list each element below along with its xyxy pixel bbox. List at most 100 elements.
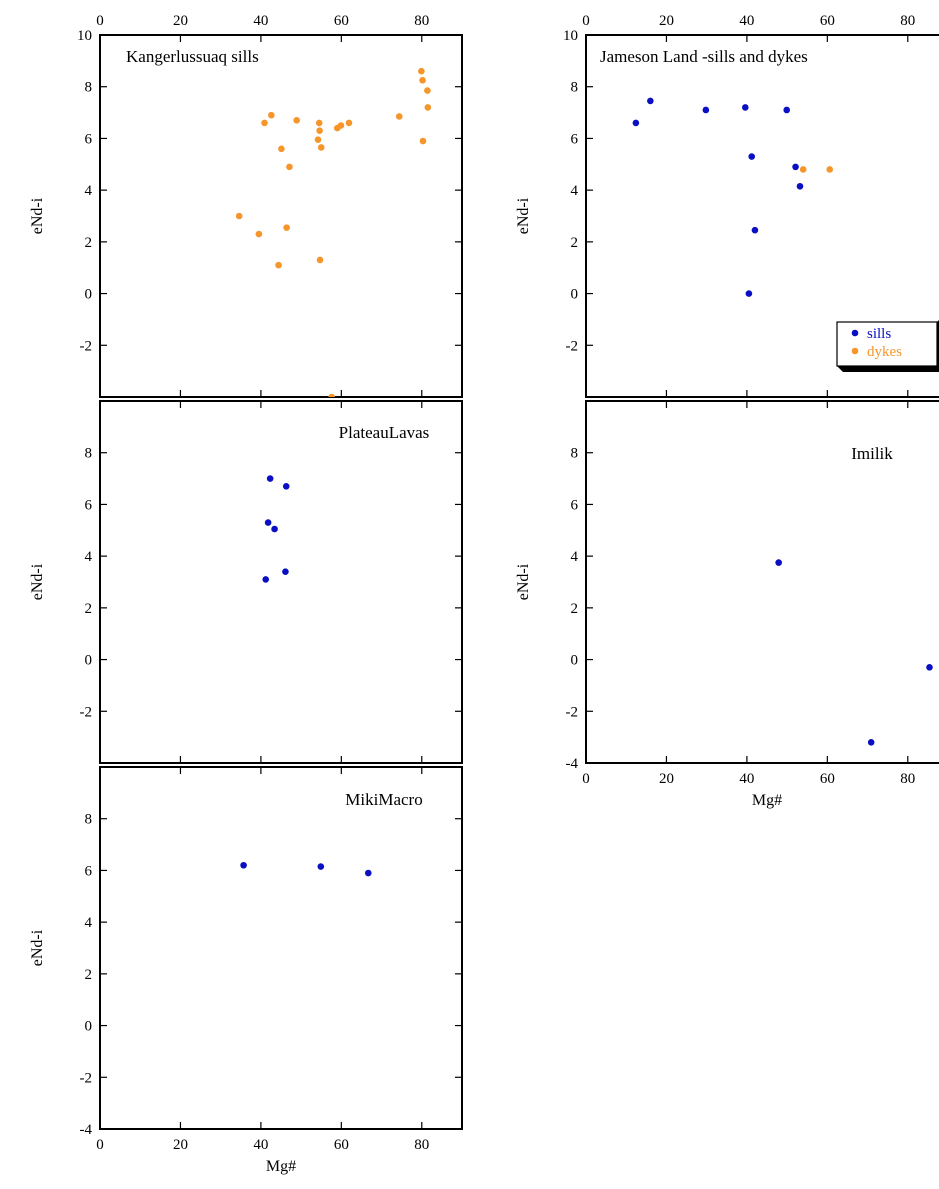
x-axis-label: Mg# — [266, 1158, 296, 1175]
x-tick-label: 0 — [582, 771, 590, 787]
panel-title: Kangerlussuaq sills — [126, 47, 259, 66]
legend-marker-sills — [851, 329, 859, 337]
data-point — [424, 87, 431, 94]
legend-label-dykes: dykes — [867, 344, 902, 360]
y-tick-label: 2 — [571, 601, 579, 617]
x-tick-label: 20 — [173, 13, 188, 29]
data-point — [264, 519, 272, 526]
data-point — [282, 483, 290, 490]
data-point — [275, 261, 282, 269]
panel-title: Imilik — [851, 444, 893, 463]
y-tick-label: 2 — [85, 601, 93, 617]
x-tick-label: 80 — [900, 771, 915, 787]
x-tick-label: 80 — [414, 1137, 429, 1153]
y-axis-label: eNd-i — [515, 197, 532, 234]
data-point — [783, 106, 791, 114]
data-point — [286, 163, 293, 171]
data-point — [261, 119, 268, 127]
data-point — [328, 393, 335, 397]
legend-marker-dykes — [851, 347, 859, 355]
y-tick-label: 2 — [85, 967, 93, 983]
y-tick-label: 8 — [85, 446, 93, 462]
y-tick-label: 6 — [571, 497, 579, 513]
data-point — [266, 475, 274, 482]
y-tick-label: 0 — [85, 1019, 93, 1035]
y-tick-label: 4 — [571, 549, 579, 565]
data-point — [702, 106, 710, 114]
panel-title: PlateauLavas — [339, 423, 430, 442]
y-tick-label: -2 — [80, 1070, 93, 1086]
y-tick-label: 0 — [571, 287, 579, 303]
data-point — [792, 163, 799, 171]
x-tick-label: 40 — [739, 771, 754, 787]
plot-frame — [585, 400, 939, 764]
y-tick-label: 10 — [77, 28, 92, 44]
data-points — [632, 97, 834, 297]
plot-frame — [99, 766, 463, 1130]
x-tick-label: 0 — [96, 13, 104, 29]
y-tick-label: -4 — [566, 756, 579, 772]
data-point — [424, 104, 432, 111]
y-tick-label: 4 — [85, 915, 93, 931]
x-tick-label: 20 — [173, 1137, 188, 1153]
y-tick-label: -4 — [80, 1122, 93, 1138]
x-tick-label: 40 — [253, 13, 268, 29]
y-tick-label: -2 — [80, 704, 93, 720]
data-point — [741, 104, 749, 111]
x-tick-label: 0 — [582, 13, 590, 29]
data-point — [751, 226, 759, 234]
y-tick-label: 0 — [571, 653, 579, 669]
data-points — [240, 861, 372, 877]
x-tick-label: 0 — [96, 1137, 104, 1153]
data-point — [419, 137, 427, 145]
y-axis-label: eNd-i — [29, 563, 46, 600]
legend-label-sills: sills — [867, 326, 891, 342]
data-point — [314, 136, 322, 144]
panel-title: MikiMacro — [345, 790, 422, 809]
data-point — [647, 97, 654, 105]
data-point — [418, 67, 425, 75]
data-points — [262, 475, 290, 583]
x-axis-label: Mg# — [752, 792, 782, 809]
data-point — [316, 256, 324, 264]
y-tick-label: 4 — [571, 183, 579, 199]
x-tick-label: 60 — [820, 771, 835, 787]
y-tick-label: 6 — [85, 131, 93, 147]
y-axis-label: eNd-i — [515, 563, 532, 600]
data-point — [317, 144, 325, 151]
panel-title: Jameson Land -sills and dykes — [600, 47, 808, 66]
data-point — [748, 153, 756, 160]
data-point — [283, 224, 290, 231]
data-point — [632, 119, 640, 127]
y-tick-label: 0 — [85, 653, 93, 669]
y-tick-label: -2 — [566, 338, 579, 354]
y-tick-label: 2 — [85, 235, 93, 251]
data-point — [796, 182, 804, 190]
data-point — [395, 113, 403, 120]
data-point — [364, 869, 372, 877]
y-axis-label: eNd-i — [29, 929, 46, 966]
data-point — [268, 111, 275, 119]
data-point — [255, 230, 263, 238]
data-points — [235, 67, 432, 397]
x-tick-label: 20 — [659, 13, 674, 29]
y-tick-label: -2 — [566, 704, 579, 720]
data-point — [317, 863, 325, 870]
y-tick-label: 8 — [85, 80, 93, 96]
data-point — [235, 212, 243, 220]
y-tick-label: 0 — [85, 287, 93, 303]
x-tick-label: 20 — [659, 771, 674, 787]
y-tick-label: 8 — [571, 446, 579, 462]
x-tick-label: 80 — [900, 13, 915, 29]
data-point — [282, 568, 289, 575]
x-tick-label: 40 — [739, 13, 754, 29]
data-point — [278, 145, 285, 153]
data-point — [867, 739, 875, 746]
data-point — [775, 559, 782, 566]
x-tick-label: 60 — [334, 13, 349, 29]
y-tick-label: 2 — [571, 235, 579, 251]
data-point — [316, 127, 323, 134]
y-tick-label: 4 — [85, 549, 93, 565]
